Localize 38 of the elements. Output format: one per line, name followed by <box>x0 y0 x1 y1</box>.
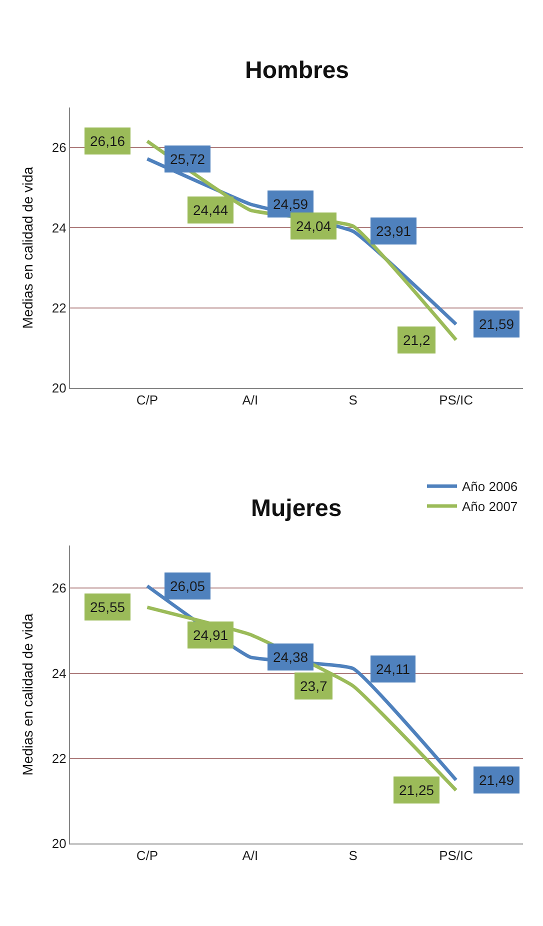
x-tick-label: PS/IC <box>439 848 474 864</box>
y-tick-label: 24 <box>52 220 66 236</box>
x-tick-label: S <box>348 392 358 408</box>
x-tick-label: PS/IC <box>439 392 474 408</box>
data-label: 24,59 <box>273 196 308 212</box>
data-label: 26,05 <box>170 578 206 594</box>
chart-title: Mujeres <box>251 495 342 522</box>
y-axis-title: Medias en calidad de vida <box>20 166 36 329</box>
data-label: 25,55 <box>90 599 126 615</box>
x-tick-label: C/P <box>136 848 158 864</box>
legend-label: Año 2007 <box>462 499 518 514</box>
data-label: 24,38 <box>273 649 308 665</box>
data-label: 23,91 <box>376 223 412 239</box>
x-tick-label: A/I <box>242 392 258 408</box>
y-tick-label: 26 <box>52 580 66 596</box>
data-label: 21,59 <box>479 316 514 332</box>
y-tick-label: 22 <box>52 750 66 766</box>
x-tick-label: A/I <box>242 848 258 864</box>
y-tick-label: 20 <box>52 836 66 851</box>
data-label: 23,7 <box>300 678 328 694</box>
data-label: 25,72 <box>170 151 206 167</box>
data-label: 21,49 <box>479 772 514 788</box>
y-tick-label: 20 <box>52 380 66 396</box>
data-label: 24,44 <box>193 202 228 218</box>
x-tick-label: S <box>348 848 358 864</box>
data-label: 24,91 <box>193 627 228 643</box>
x-tick-label: C/P <box>136 392 158 408</box>
data-label: 24,04 <box>296 218 332 234</box>
y-tick-label: 24 <box>52 666 66 681</box>
y-tick-label: 26 <box>52 140 66 156</box>
data-label: 24,11 <box>376 661 410 677</box>
data-label: 21,2 <box>403 332 430 348</box>
chart-title: Hombres <box>245 57 350 84</box>
y-tick-label: 22 <box>52 300 66 316</box>
legend-label: Año 2006 <box>462 479 518 494</box>
y-axis-title: Medias en calidad de vida <box>20 613 36 776</box>
data-label: 26,16 <box>90 133 126 149</box>
data-label: 21,25 <box>399 782 434 798</box>
